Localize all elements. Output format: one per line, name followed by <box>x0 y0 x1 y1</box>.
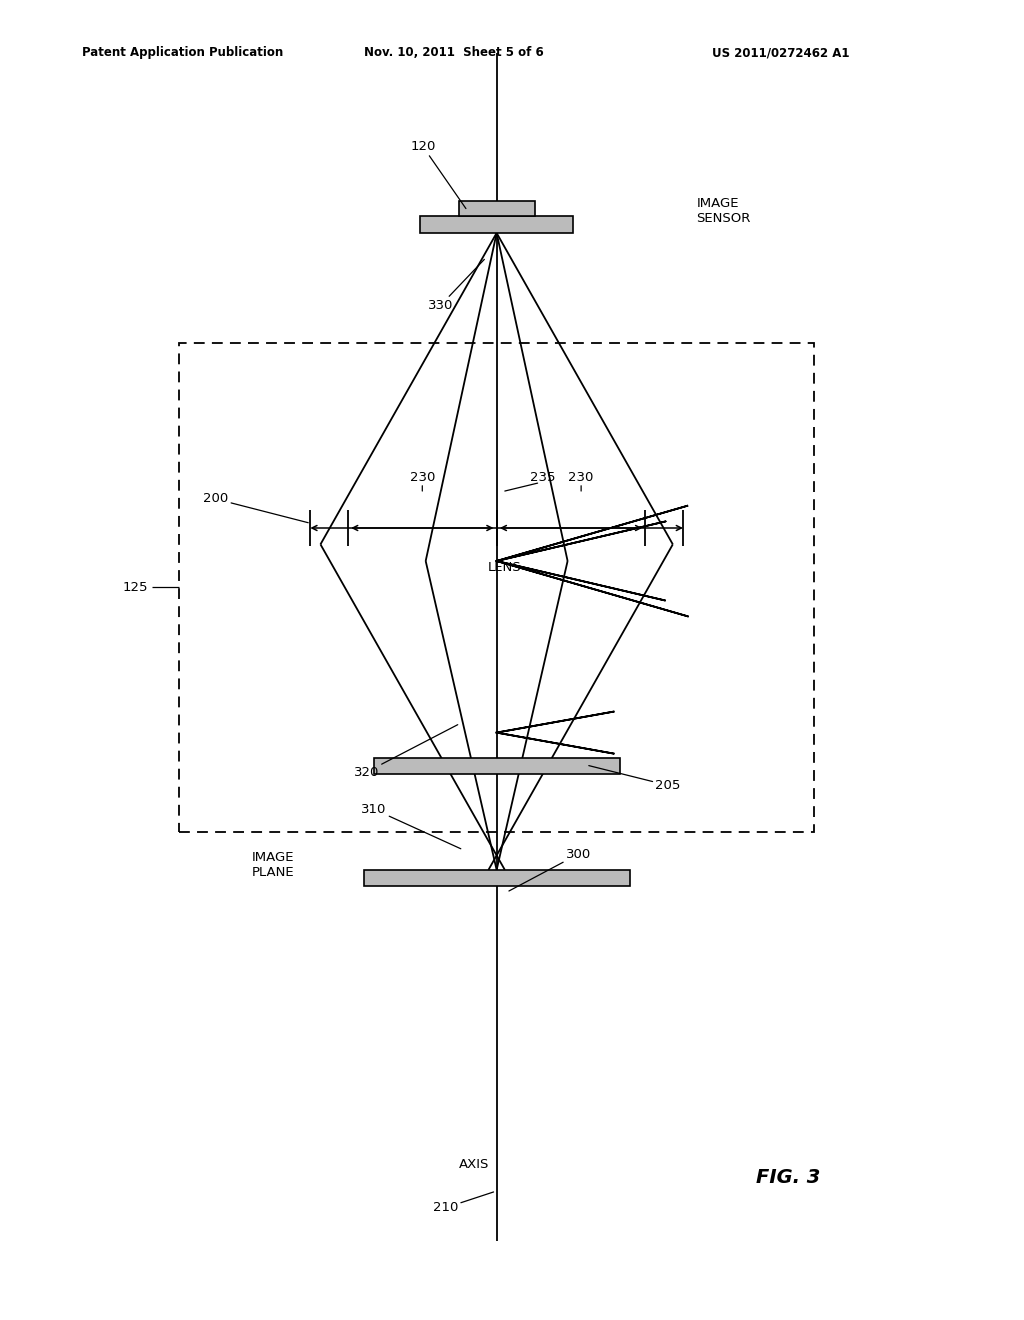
Bar <box>374 758 620 774</box>
Text: AXIS: AXIS <box>459 1158 489 1171</box>
Text: IMAGE
SENSOR: IMAGE SENSOR <box>696 197 751 226</box>
Bar <box>179 343 814 832</box>
Text: 310: 310 <box>361 803 461 849</box>
Text: 235: 235 <box>530 471 555 484</box>
Bar <box>420 215 573 232</box>
Text: Patent Application Publication: Patent Application Publication <box>82 46 284 59</box>
Text: 200: 200 <box>203 492 308 523</box>
Bar <box>364 870 630 886</box>
Text: 120: 120 <box>411 140 466 209</box>
Text: 320: 320 <box>353 725 458 779</box>
Text: LENS: LENS <box>488 561 521 574</box>
Text: 125: 125 <box>123 581 148 594</box>
Text: 210: 210 <box>433 1192 494 1214</box>
Text: 230: 230 <box>568 471 594 484</box>
Text: 205: 205 <box>589 766 681 792</box>
Text: IMAGE
PLANE: IMAGE PLANE <box>252 850 295 879</box>
Text: 300: 300 <box>509 847 591 891</box>
Text: FIG. 3: FIG. 3 <box>757 1168 820 1187</box>
Text: Nov. 10, 2011  Sheet 5 of 6: Nov. 10, 2011 Sheet 5 of 6 <box>364 46 544 59</box>
Text: 330: 330 <box>428 260 484 312</box>
Text: US 2011/0272462 A1: US 2011/0272462 A1 <box>712 46 849 59</box>
Bar <box>459 202 535 216</box>
Text: 230: 230 <box>410 471 435 484</box>
